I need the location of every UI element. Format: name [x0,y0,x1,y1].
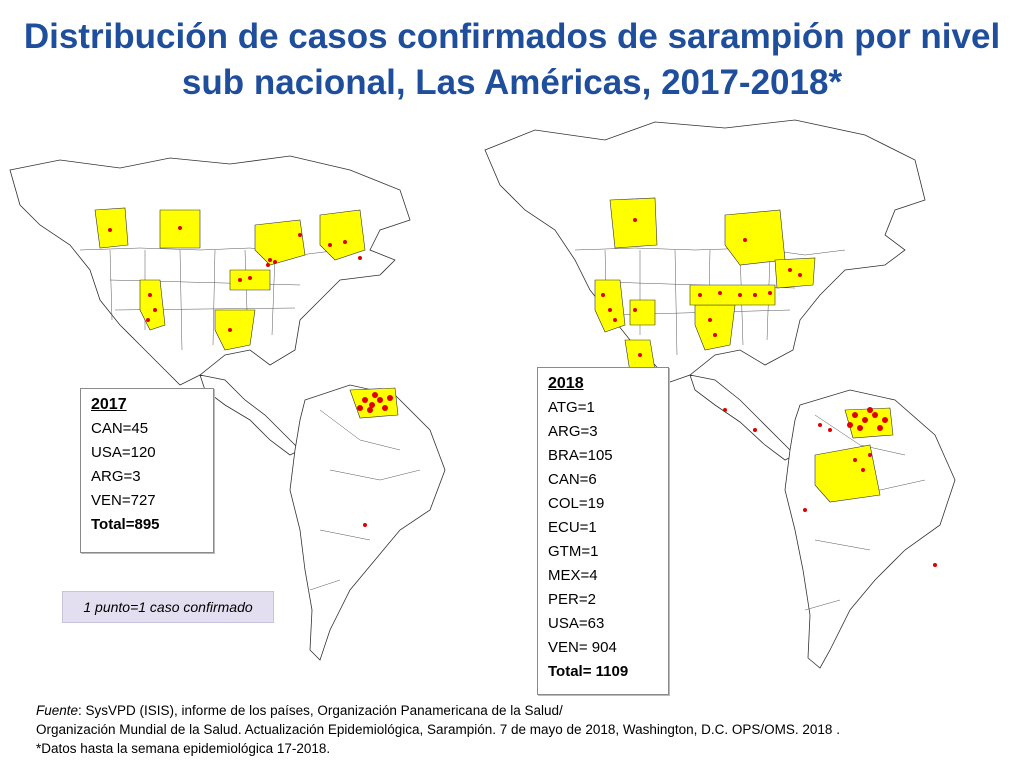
highlight-canada-west [609,197,658,249]
highlight-quebec [319,209,366,261]
map-2017 [9,155,446,661]
highlight-northeast [774,257,816,289]
summary-year-2018: 2018 [548,375,584,392]
south-america-land [289,384,446,661]
title-line-2: sub nacional, Las Américas, 2017-2018* [181,63,843,102]
summary-box-2017: 2017 CAN=45 USA=120 ARG=3 VEN=727 Total=… [80,388,214,553]
case-dots-2017 [108,226,393,527]
highlight-california [594,279,626,333]
north-america-land [484,119,926,383]
summary-item-arg: ARG=3 [91,468,141,485]
summary-item-ven: VEN= 904 [548,639,617,656]
summary-item-arg: ARG=3 [548,423,598,440]
summary-item-can: CAN=6 [548,471,597,488]
summary-total-2018: Total= 1109 [548,663,629,680]
highlight-canada-east [724,209,786,266]
case-dots-2018 [601,218,937,567]
highlight-arizona [629,299,656,326]
summary-box-2018: 2018 ATG=1 ARG=3 BRA=105 CAN=6 COL=19 EC… [537,367,669,695]
central-america-land [689,374,796,461]
summary-item-bra: BRA=105 [548,447,613,464]
source-line-3: *Datos hasta la semana epidemiológica 17… [36,741,331,756]
canada-us-border [574,247,846,256]
canada-us-border [79,247,341,256]
highlight-ontario [254,219,306,266]
summary-total-2017: Total=895 [91,516,160,533]
highlight-central-us [689,284,776,306]
source-line-1-text: : SysVPD (ISIS), informe de los países, … [78,703,563,718]
source-line-1: Fuente: SysVPD (ISIS), informe de los pa… [36,701,996,720]
summary-year-2017: 2017 [91,396,127,413]
highlight-brazil-north [814,444,881,503]
south-america-borders [309,409,421,591]
highlight-texas [214,309,256,351]
highlight-california [139,279,166,331]
summary-item-atg: ATG=1 [548,399,595,416]
summary-item-ven: VEN=727 [91,492,156,509]
source-line-2: Organización Mundial de la Salud. Actual… [36,722,840,737]
north-america-land [9,155,411,386]
summary-item-ecu: ECU=1 [548,519,597,536]
summary-item-per: PER=2 [548,591,596,608]
south-america-borders [804,414,926,611]
title-line-1: Distribución de casos confirmados de sar… [23,17,1001,56]
slide-title: Distribución de casos confirmados de sar… [20,14,1004,106]
source-label: Fuente [36,703,79,718]
summary-item-usa: USA=63 [548,615,605,632]
summary-item-col: COL=19 [548,495,605,512]
summary-item-can: CAN=45 [91,420,149,437]
central-america-land [199,374,301,456]
source-note: Fuente: SysVPD (ISIS), informe de los pa… [36,701,996,758]
summary-item-mex: MEX=4 [548,567,598,584]
map-2018 [484,119,956,669]
summary-item-gtm: GTM=1 [548,543,599,560]
summary-item-usa: USA=120 [91,444,156,461]
legend-note: 1 punto=1 caso confirmado [62,591,274,623]
highlight-bc [94,207,129,249]
